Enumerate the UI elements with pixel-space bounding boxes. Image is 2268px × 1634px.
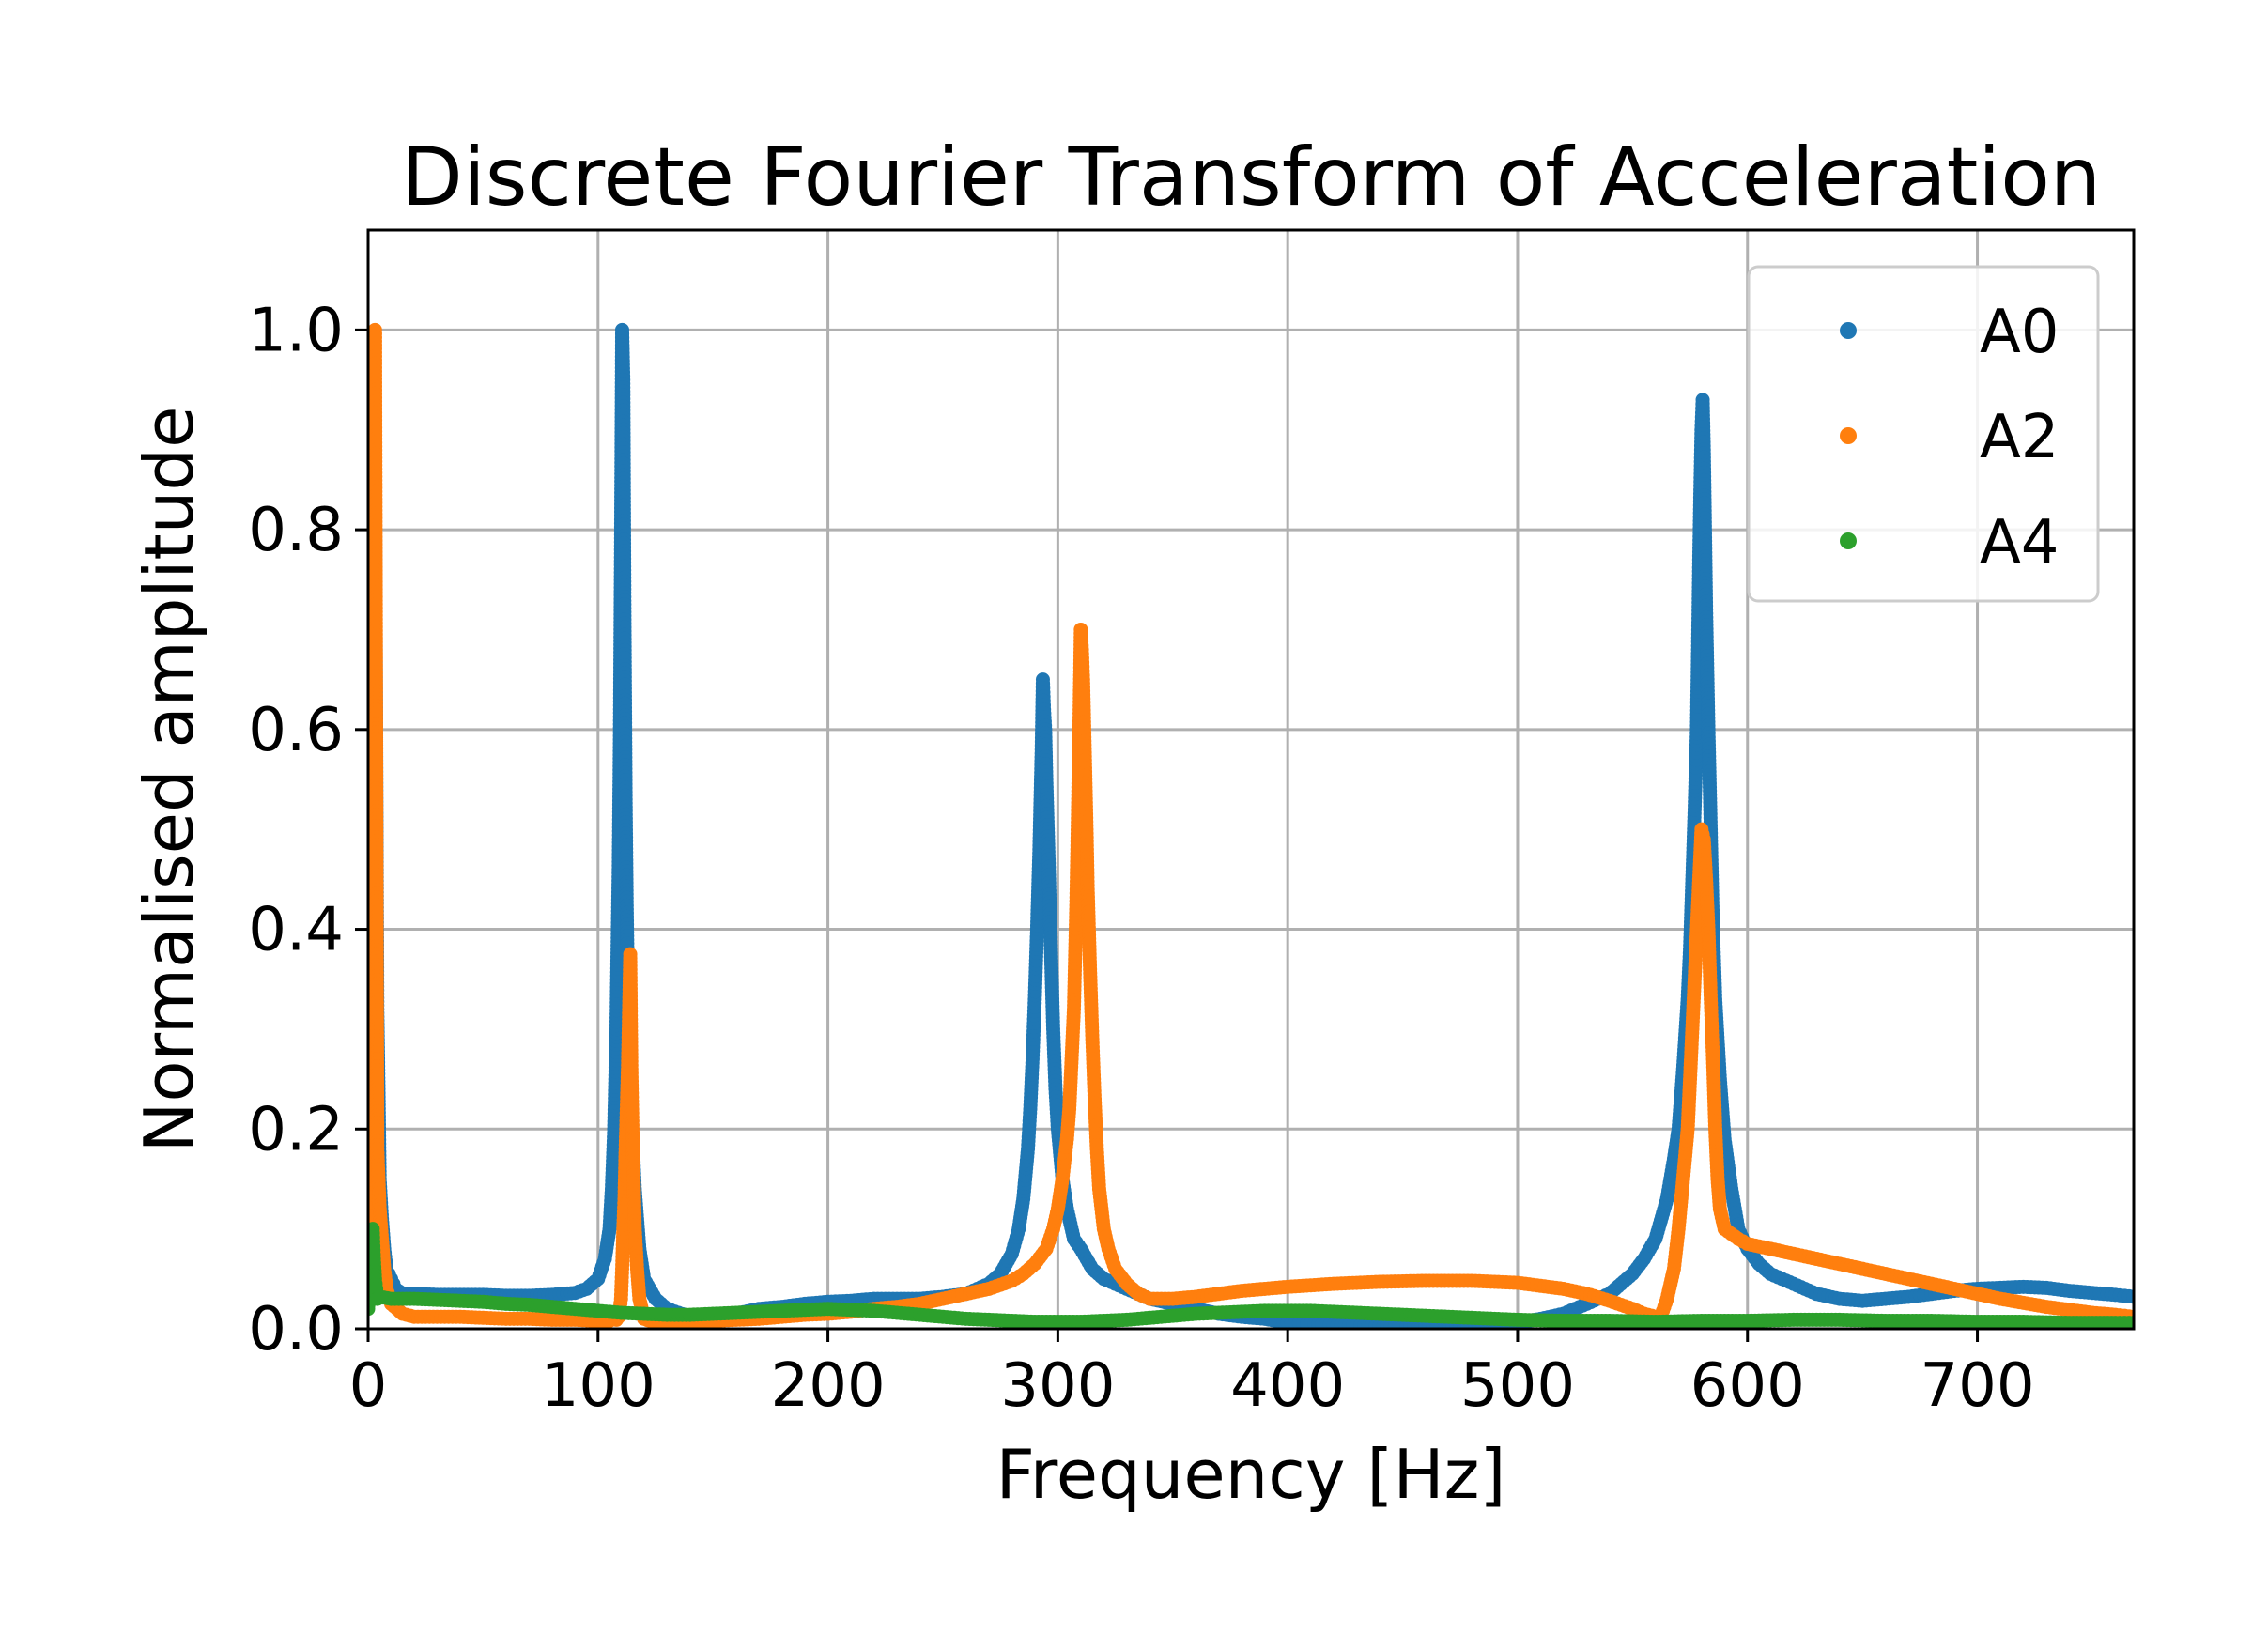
x-tick-label: 100 — [541, 1351, 656, 1421]
data-point-a0 — [2126, 1289, 2134, 1304]
y-tick-label: 0.4 — [248, 896, 344, 965]
y-tick-label: 0.8 — [248, 496, 344, 565]
x-tick-label: 300 — [1000, 1351, 1115, 1421]
legend-marker-a2 — [1840, 427, 1857, 444]
y-tick-label: 0.2 — [248, 1095, 344, 1164]
chart-title: Discrete Fourier Transform of Accelerati… — [401, 131, 2102, 224]
x-tick-label: 500 — [1460, 1351, 1575, 1421]
axis-ticks: 0 100 200 300 400 500 600 700 0.0 0.2 0.4 0.6 0.8 1.0 — [248, 296, 2034, 1421]
series-a4 — [368, 1222, 2134, 1329]
plot-area — [368, 322, 2134, 1329]
legend-label-a4: A4 — [1980, 508, 2060, 578]
legend-box — [1747, 265, 2100, 603]
x-axis-label: Frequency [Hz] — [996, 1435, 1506, 1514]
y-tick-label: 0.0 — [248, 1295, 344, 1364]
y-axis-label: Normalised amplitude — [130, 407, 208, 1153]
x-tick-label: 0 — [349, 1351, 388, 1421]
axes-frame — [366, 228, 2136, 1331]
x-tick-label: 400 — [1230, 1351, 1345, 1421]
legend-label-a0: A0 — [1980, 298, 2060, 367]
x-tick-label: 200 — [771, 1351, 886, 1421]
legend-marker-a4 — [1840, 532, 1857, 549]
legend-label-a2: A2 — [1980, 403, 2060, 472]
legend: A0 A2 A4 — [1747, 265, 2100, 603]
legend-marker-a0 — [1840, 322, 1857, 339]
x-tick-label: 700 — [1920, 1351, 2034, 1421]
data-point-a4 — [2126, 1316, 2134, 1329]
x-tick-label: 600 — [1690, 1351, 1805, 1421]
y-tick-label: 1.0 — [248, 296, 344, 365]
y-tick-label: 0.6 — [248, 696, 344, 765]
